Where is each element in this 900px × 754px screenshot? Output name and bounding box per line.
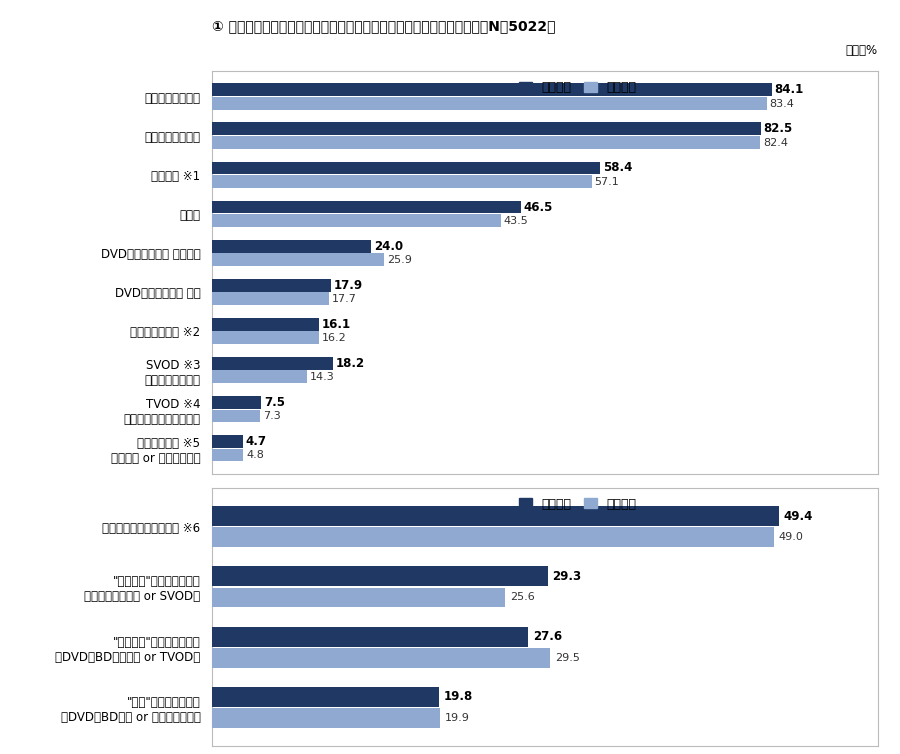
Text: 24.0: 24.0 — [374, 240, 403, 253]
Bar — [212, 279, 330, 292]
Text: 19.8: 19.8 — [444, 691, 472, 703]
Bar — [212, 332, 320, 345]
Text: 82.5: 82.5 — [763, 122, 793, 136]
Text: 82.4: 82.4 — [763, 137, 788, 148]
Text: 57.1: 57.1 — [595, 176, 619, 187]
Bar — [212, 506, 778, 526]
Bar — [212, 240, 372, 253]
Bar — [212, 627, 528, 646]
Text: 49.4: 49.4 — [783, 510, 813, 523]
Legend: 今回調査, 前年調査: 今回調査, 前年調査 — [516, 494, 640, 514]
Text: 17.7: 17.7 — [332, 294, 357, 304]
Text: 7.3: 7.3 — [263, 411, 281, 421]
Bar — [212, 293, 329, 305]
Text: 83.4: 83.4 — [770, 99, 795, 109]
Text: 43.5: 43.5 — [504, 216, 528, 225]
Text: 29.3: 29.3 — [553, 570, 581, 583]
Bar — [212, 214, 501, 227]
Text: 58.4: 58.4 — [603, 161, 633, 174]
Text: 25.9: 25.9 — [387, 255, 411, 265]
Bar — [212, 201, 521, 213]
Text: 単位：%: 単位：% — [845, 44, 877, 57]
Text: 29.5: 29.5 — [554, 653, 580, 663]
Text: 84.1: 84.1 — [774, 84, 804, 97]
Text: 18.2: 18.2 — [336, 357, 364, 369]
Bar — [212, 122, 761, 136]
Bar — [212, 409, 260, 422]
Text: 4.7: 4.7 — [246, 435, 266, 448]
Text: 17.9: 17.9 — [333, 279, 363, 292]
Text: 27.6: 27.6 — [533, 630, 562, 643]
Bar — [212, 84, 771, 97]
Bar — [212, 97, 767, 110]
Text: 49.0: 49.0 — [778, 532, 804, 542]
Bar — [212, 357, 333, 369]
Bar — [212, 435, 243, 448]
Legend: 今回調査, 前年調査: 今回調査, 前年調査 — [516, 78, 640, 98]
Bar — [212, 566, 548, 587]
Bar — [212, 396, 261, 409]
Text: 16.2: 16.2 — [322, 333, 346, 343]
Text: ① 映像メディア・サービスの利用率（回答者における利用人数の比率／N＝5022）: ① 映像メディア・サービスの利用率（回答者における利用人数の比率／N＝5022） — [212, 19, 555, 33]
Bar — [212, 687, 439, 706]
Text: 16.1: 16.1 — [321, 317, 350, 331]
Text: 7.5: 7.5 — [264, 396, 285, 409]
Bar — [212, 161, 600, 174]
Text: 14.3: 14.3 — [310, 372, 334, 382]
Text: 19.9: 19.9 — [445, 713, 470, 723]
Text: 4.8: 4.8 — [246, 450, 264, 460]
Bar — [212, 370, 307, 383]
Bar — [212, 253, 384, 266]
Bar — [212, 136, 760, 149]
Bar — [212, 708, 440, 728]
Bar — [212, 587, 506, 608]
Bar — [212, 449, 244, 461]
Text: 25.6: 25.6 — [510, 593, 535, 602]
Bar — [212, 527, 774, 547]
Bar — [212, 648, 550, 667]
Bar — [212, 317, 319, 331]
Bar — [212, 175, 592, 188]
Text: 46.5: 46.5 — [524, 201, 554, 213]
